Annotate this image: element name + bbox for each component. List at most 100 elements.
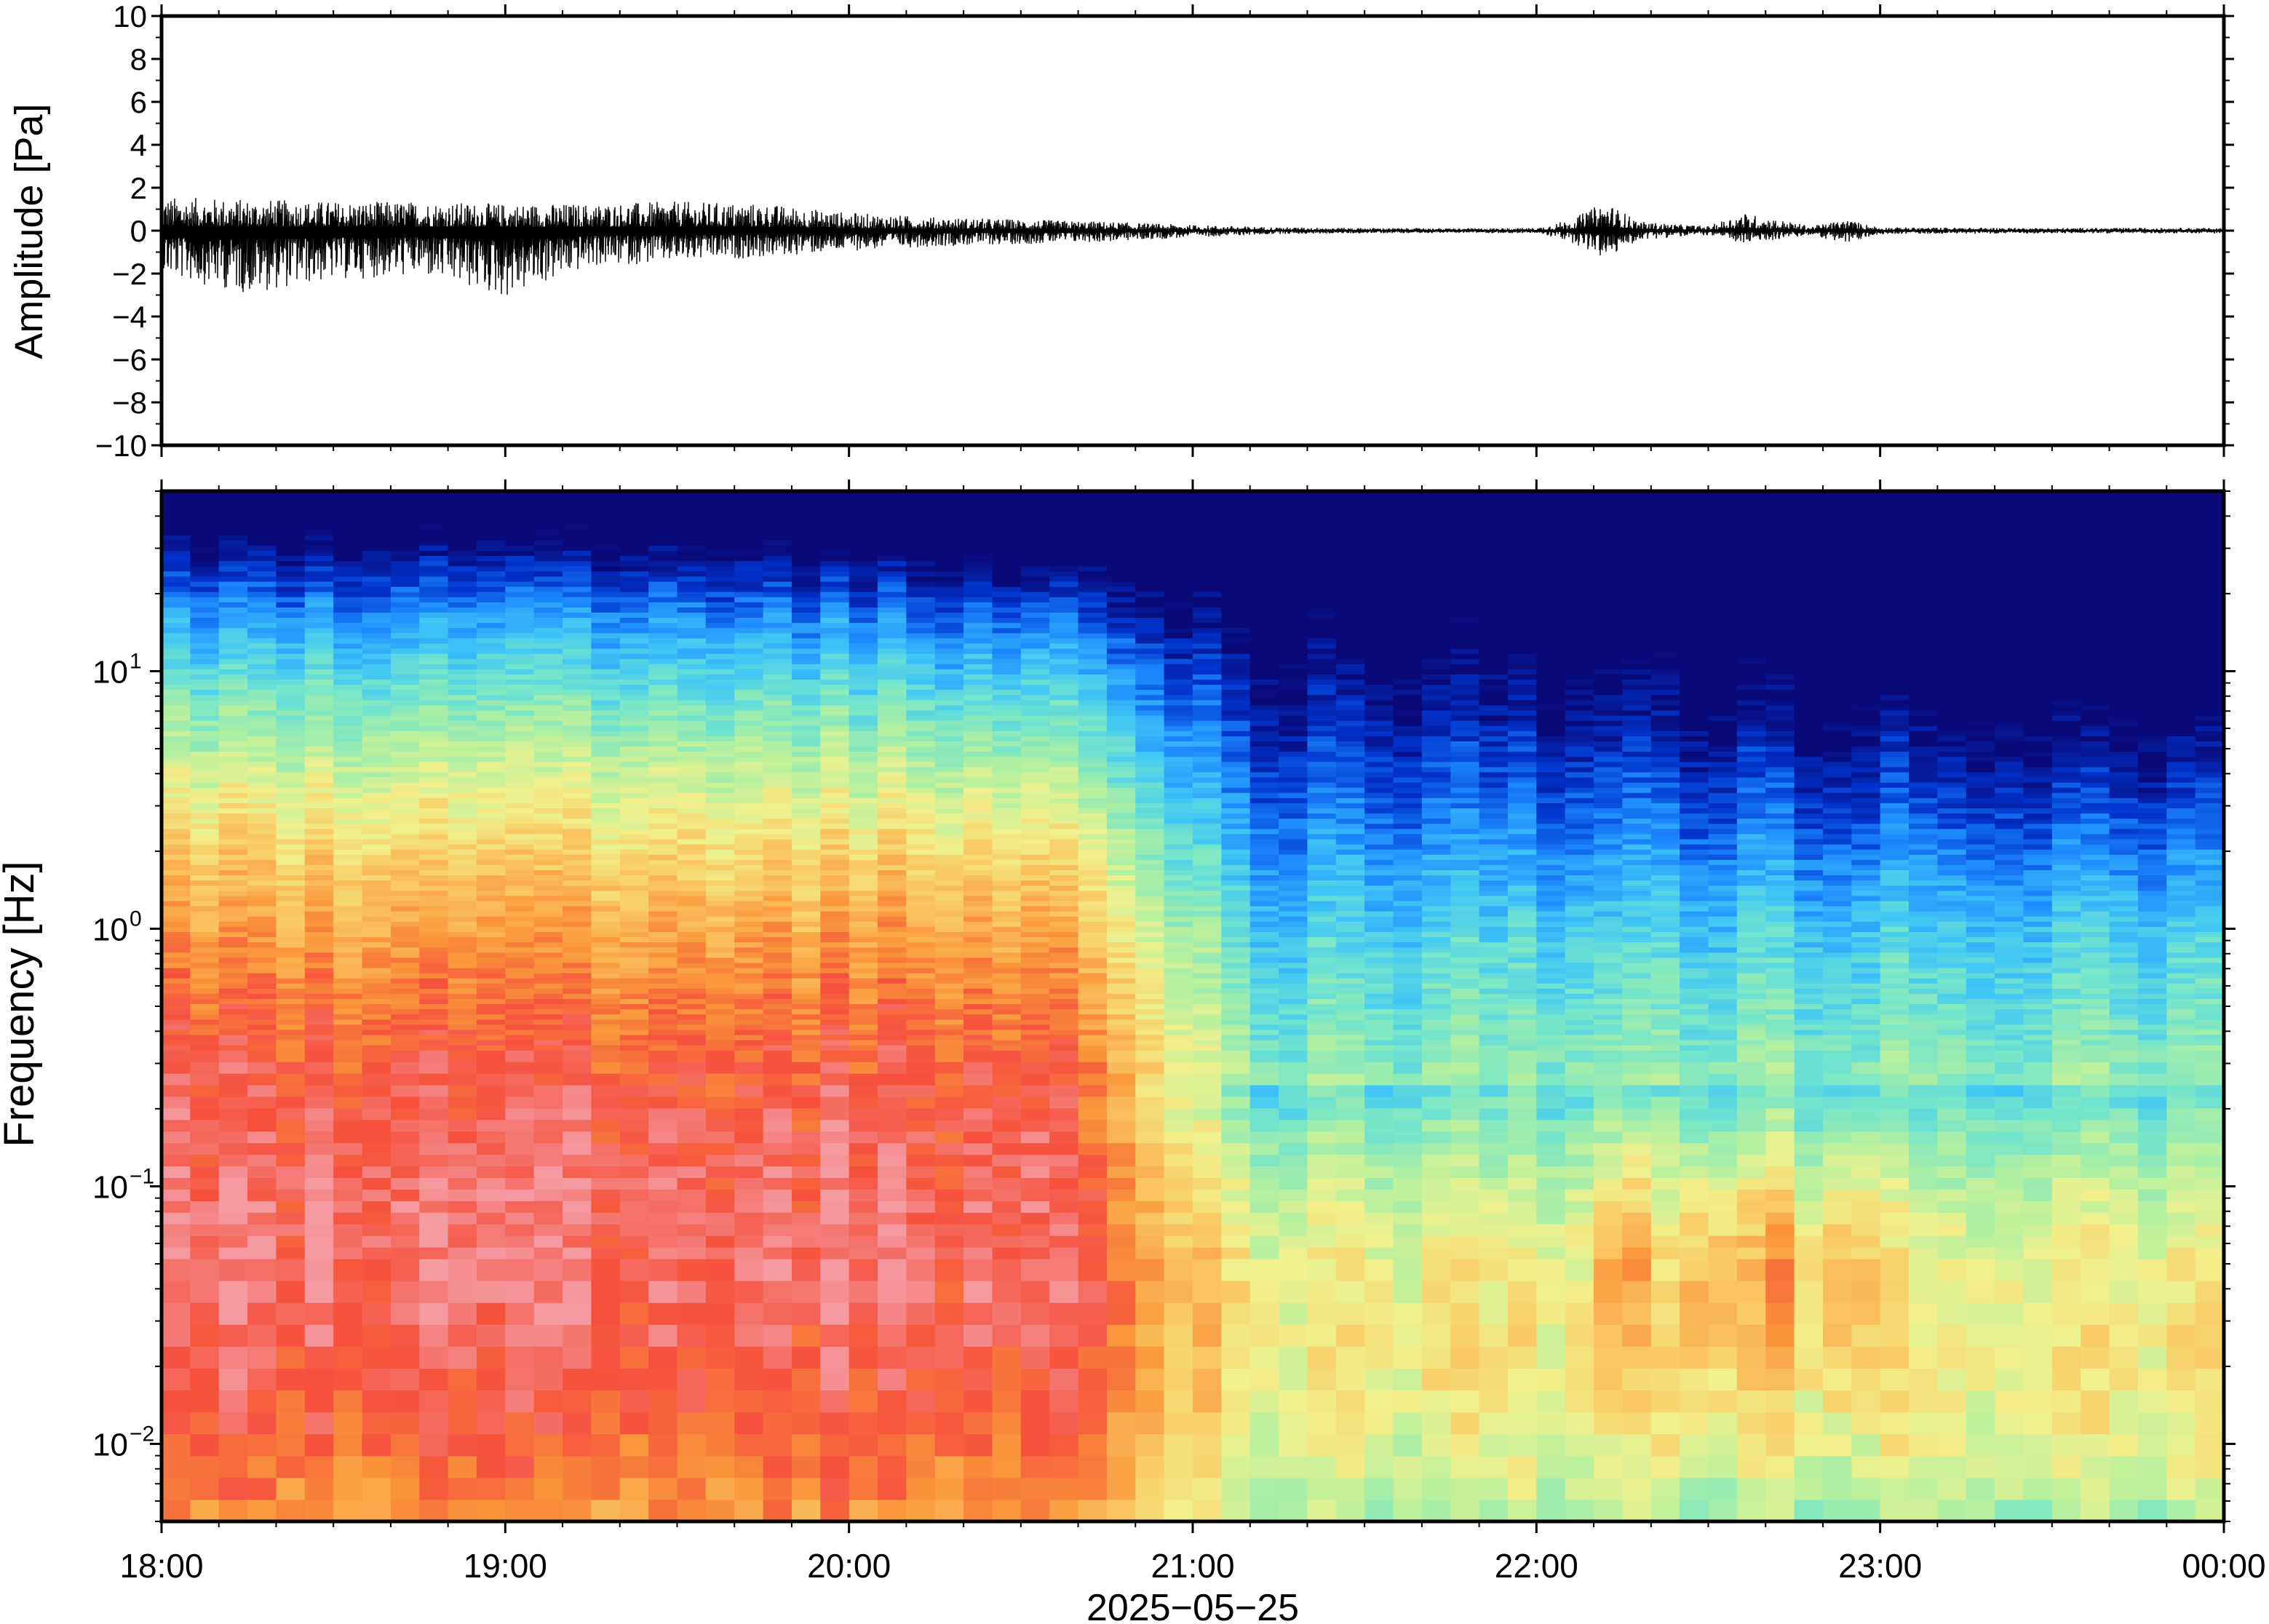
spectrogram-cell xyxy=(1135,1258,1165,1281)
spectrogram-cell xyxy=(390,818,420,824)
spectrogram-cell xyxy=(419,993,449,999)
spectrogram-cell xyxy=(476,550,506,557)
spectrogram-cell xyxy=(1135,1281,1165,1303)
spectrogram-cell xyxy=(878,653,907,659)
spectrogram-cell xyxy=(419,983,449,989)
spectrogram-cell xyxy=(619,761,649,768)
spectrogram-cell xyxy=(619,519,649,525)
spectrogram-cell xyxy=(419,756,449,763)
spectrogram-cell xyxy=(734,952,764,958)
spectrogram-cell xyxy=(1020,911,1050,917)
spectrogram-cell xyxy=(934,1107,964,1121)
spectrogram-cell xyxy=(677,1433,707,1457)
spectrogram-cell xyxy=(276,637,306,644)
spectrogram-cell xyxy=(304,597,334,602)
spectrogram-cell xyxy=(820,632,850,639)
spectrogram-cell xyxy=(763,627,792,634)
spectrogram-cell xyxy=(1135,1045,1165,1051)
spectrogram-cell xyxy=(333,725,363,731)
spectrogram-cell xyxy=(390,843,420,850)
spectrogram-cell xyxy=(1135,1014,1165,1020)
spectrogram-cell xyxy=(791,1258,821,1281)
spectrogram-cell xyxy=(362,514,392,520)
spectrogram-cell xyxy=(992,813,1022,819)
spectrogram-cell xyxy=(1078,586,1108,592)
spectrogram-cell xyxy=(362,1302,392,1325)
spectrogram-cell xyxy=(734,684,764,690)
spectrogram-cell xyxy=(963,1014,993,1020)
spectrogram-cell xyxy=(1020,669,1050,674)
spectrogram-cell xyxy=(476,869,506,876)
spectrogram-cell xyxy=(906,838,936,845)
spectrogram-cell xyxy=(448,1024,477,1030)
spectrogram-cell xyxy=(763,1050,792,1062)
spectrogram-cell xyxy=(390,1246,420,1259)
spectrogram-cell xyxy=(791,565,821,572)
spectrogram-cell xyxy=(619,602,649,608)
spectrogram-cell xyxy=(791,895,821,901)
spectrogram-cell xyxy=(333,1019,363,1025)
spectrogram-cell xyxy=(849,493,878,500)
spectrogram-cell xyxy=(1078,751,1108,757)
spectrogram-cell xyxy=(1049,622,1079,629)
spectrogram-cell xyxy=(963,694,993,701)
spectrogram-cell xyxy=(878,602,907,608)
spectrogram-cell xyxy=(791,674,821,680)
spectrogram-cell xyxy=(1049,952,1079,958)
spectrogram-cell xyxy=(276,545,306,552)
spectrogram-cell xyxy=(1078,1034,1108,1040)
spectrogram-cell xyxy=(878,1258,907,1281)
spectrogram-cell xyxy=(934,658,964,664)
spectrogram-cell xyxy=(734,1084,764,1097)
spectrogram-cell xyxy=(1106,560,1136,567)
spectrogram-cell xyxy=(992,741,1022,747)
spectrogram-cell xyxy=(591,694,621,701)
spectrogram-cell xyxy=(934,669,964,674)
spectrogram-cell xyxy=(591,947,621,953)
spectrogram-cell xyxy=(705,900,735,907)
spectrogram-cell xyxy=(992,1166,1022,1179)
spectrogram-cell xyxy=(648,736,678,741)
spectrogram-cell xyxy=(763,694,792,701)
spectrogram-cell xyxy=(878,875,907,881)
spectrogram-cell xyxy=(878,545,907,552)
spectrogram-cell xyxy=(247,926,277,932)
spectrogram-cell xyxy=(304,776,334,783)
spectrogram-cell xyxy=(1135,988,1165,994)
spectrogram-cell xyxy=(218,1166,248,1179)
spectrogram-cell xyxy=(648,570,678,577)
spectrogram-cell xyxy=(849,1302,878,1325)
spectrogram-cell xyxy=(190,550,220,557)
spectrogram-cell xyxy=(419,766,449,773)
spectrogram-cell xyxy=(190,1224,220,1236)
spectrogram-cell xyxy=(476,1166,506,1179)
spectrogram-cell xyxy=(448,1212,477,1225)
spectrogram-cell xyxy=(505,1119,535,1132)
spectrogram-cell xyxy=(705,709,735,716)
spectrogram-cell xyxy=(247,988,277,994)
spectrogram-cell xyxy=(247,1062,277,1074)
spectrogram-cell xyxy=(448,900,477,907)
spectrogram-cell xyxy=(1078,509,1108,515)
spectrogram-cell xyxy=(763,622,792,629)
spectrogram-cell xyxy=(448,808,477,814)
spectrogram-cell xyxy=(1020,931,1050,938)
spectrogram-cell xyxy=(791,648,821,654)
spectrogram-cell xyxy=(362,1455,392,1478)
spectrogram-cell xyxy=(448,503,477,510)
spectrogram-cell xyxy=(963,576,993,582)
spectrogram-cell xyxy=(390,1062,420,1074)
spectrogram-cell xyxy=(906,736,936,741)
spectrogram-cell xyxy=(934,751,964,757)
spectrogram-cell xyxy=(648,766,678,773)
spectrogram-cell xyxy=(906,689,936,696)
spectrogram-cell xyxy=(619,741,649,747)
spectrogram-cell xyxy=(849,993,878,999)
spectrogram-cell xyxy=(1106,684,1136,690)
spectrogram-cell xyxy=(563,1281,592,1303)
spectrogram-cell xyxy=(448,658,477,664)
spectrogram-cell xyxy=(734,731,764,736)
spectrogram-cell xyxy=(734,875,764,881)
spectrogram-cell xyxy=(992,921,1022,927)
spectrogram-cell xyxy=(218,936,248,943)
